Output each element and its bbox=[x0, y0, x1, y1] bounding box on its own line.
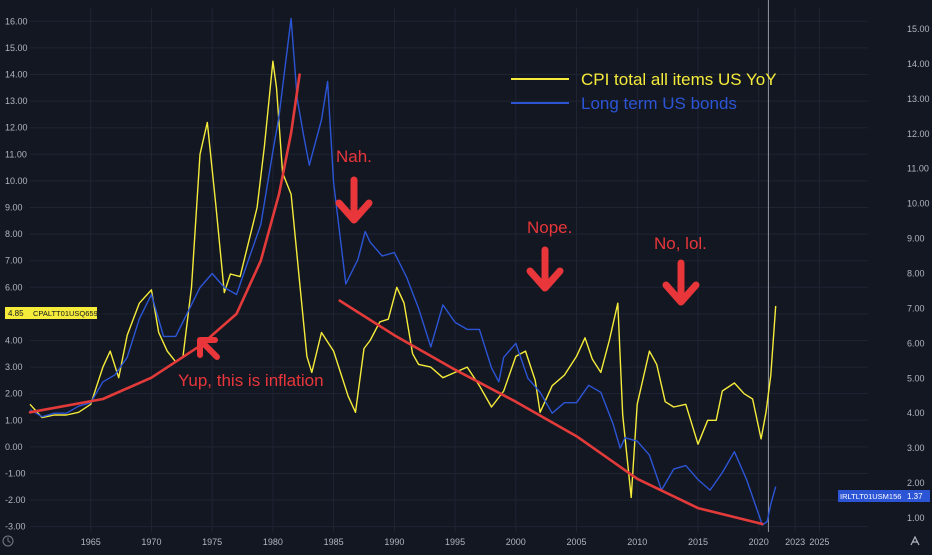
x-tick-label: 1985 bbox=[324, 537, 344, 547]
left-tick-label: 16.00 bbox=[5, 16, 28, 26]
right-tick-label: 2.00 bbox=[907, 478, 925, 488]
arrow-down-icon bbox=[662, 259, 700, 306]
cpi-badge-value: 4.85 bbox=[8, 309, 24, 318]
right-tick-label: 3.00 bbox=[907, 443, 925, 453]
auto-scale-icon[interactable] bbox=[908, 535, 922, 547]
series-layer bbox=[29, 17, 777, 526]
right-axis: 1.00 2.00 3.00 4.00 5.00 6.00 7.00 8.00 9.00 10.0… bbox=[907, 24, 930, 523]
x-tick-label: 1980 bbox=[263, 537, 283, 547]
series-line-cpi bbox=[29, 60, 777, 499]
right-tick-label: 13.00 bbox=[907, 94, 930, 104]
left-tick-label: 1.00 bbox=[5, 415, 23, 425]
grid bbox=[30, 8, 868, 532]
x-tick-label: 2015 bbox=[688, 537, 708, 547]
trend-line-inflation bbox=[28, 73, 301, 414]
right-tick-label: 15.00 bbox=[907, 24, 930, 34]
legend-label-bonds: Long term US bonds bbox=[581, 94, 737, 113]
x-tick-label: 2000 bbox=[506, 537, 526, 547]
x-axis: 1965 1970 1975 1980 1985 1990 1995 2000 2005 2010… bbox=[0, 532, 932, 550]
x-tick-label: 1995 bbox=[445, 537, 465, 547]
left-tick-label: 15.00 bbox=[5, 43, 28, 53]
left-tick-label: -2.00 bbox=[5, 495, 26, 505]
right-tick-label: 14.00 bbox=[907, 59, 930, 69]
arrow-down-icon bbox=[526, 246, 564, 292]
right-tick-label: 5.00 bbox=[907, 373, 925, 383]
x-tick-label: 1965 bbox=[81, 537, 101, 547]
left-tick-label: 12.00 bbox=[5, 123, 28, 133]
trend-line-decline bbox=[338, 299, 764, 526]
annotation-nope: Nope. bbox=[527, 218, 572, 237]
x-tick-label: 2025 bbox=[809, 537, 829, 547]
x-tick-label: 1975 bbox=[202, 537, 222, 547]
annotations: Yup, this is inflation Nah. Nope. No, lo… bbox=[178, 147, 707, 390]
annotation-no-lol: No, lol. bbox=[654, 234, 707, 253]
annotation-inflation: Yup, this is inflation bbox=[178, 371, 324, 390]
series-line-bonds bbox=[29, 17, 777, 526]
x-tick-label: 2005 bbox=[567, 537, 587, 547]
right-tick-label: 1.00 bbox=[907, 513, 925, 523]
trend-layer bbox=[28, 73, 764, 526]
left-tick-label: 9.00 bbox=[5, 202, 23, 212]
arrow-down-icon bbox=[335, 176, 373, 224]
left-tick-label: 14.00 bbox=[5, 69, 28, 79]
left-axis: -3.00-2.00-1.000.001.002.003.004.005.006… bbox=[5, 16, 28, 531]
x-tick-label: 1990 bbox=[384, 537, 404, 547]
right-tick-label: 12.00 bbox=[907, 129, 930, 139]
annotation-nah: Nah. bbox=[336, 147, 372, 166]
left-tick-label: -1.00 bbox=[5, 468, 26, 478]
right-tick-label: 11.00 bbox=[907, 164, 929, 174]
arrow-up-left-icon bbox=[197, 337, 220, 360]
right-tick-label: 10.00 bbox=[907, 199, 930, 209]
left-tick-label: 3.00 bbox=[5, 362, 23, 372]
timezone-icon[interactable] bbox=[2, 535, 14, 547]
bond-badge: IRLTLT01USM156N 1.37 bbox=[838, 490, 930, 502]
legend-label-cpi: CPI total all items US YoY bbox=[581, 70, 777, 89]
right-tick-label: 8.00 bbox=[907, 268, 925, 278]
right-tick-label: 4.00 bbox=[907, 408, 925, 418]
left-tick-label: 13.00 bbox=[5, 96, 28, 106]
x-tick-label: 1970 bbox=[141, 537, 161, 547]
left-tick-label: -3.00 bbox=[5, 522, 26, 532]
bond-badge-value: 1.37 bbox=[907, 492, 923, 501]
left-tick-label: 11.00 bbox=[5, 149, 27, 159]
left-tick-label: 2.00 bbox=[5, 389, 23, 399]
left-tick-label: 4.00 bbox=[5, 335, 23, 345]
left-tick-label: 8.00 bbox=[5, 229, 23, 239]
legend: CPI total all items US YoY Long term US … bbox=[511, 70, 777, 113]
left-tick-label: 10.00 bbox=[5, 176, 28, 186]
x-tick-label: 2010 bbox=[627, 537, 647, 547]
bond-badge-code: IRLTLT01USM156N bbox=[840, 492, 907, 501]
right-tick-label: 6.00 bbox=[907, 338, 925, 348]
left-tick-label: 6.00 bbox=[5, 282, 23, 292]
left-tick-label: 0.00 bbox=[5, 442, 23, 452]
cpi-badge-code: CPALTT01USQ659N bbox=[33, 309, 103, 318]
left-tick-label: 7.00 bbox=[5, 256, 23, 266]
x-tick-label: 2023 bbox=[785, 537, 805, 547]
right-tick-label: 7.00 bbox=[907, 303, 925, 313]
right-tick-label: 9.00 bbox=[907, 234, 925, 244]
cpi-badge: 4.85 CPALTT01USQ659N bbox=[5, 307, 103, 319]
x-tick-label: 2020 bbox=[749, 537, 769, 547]
